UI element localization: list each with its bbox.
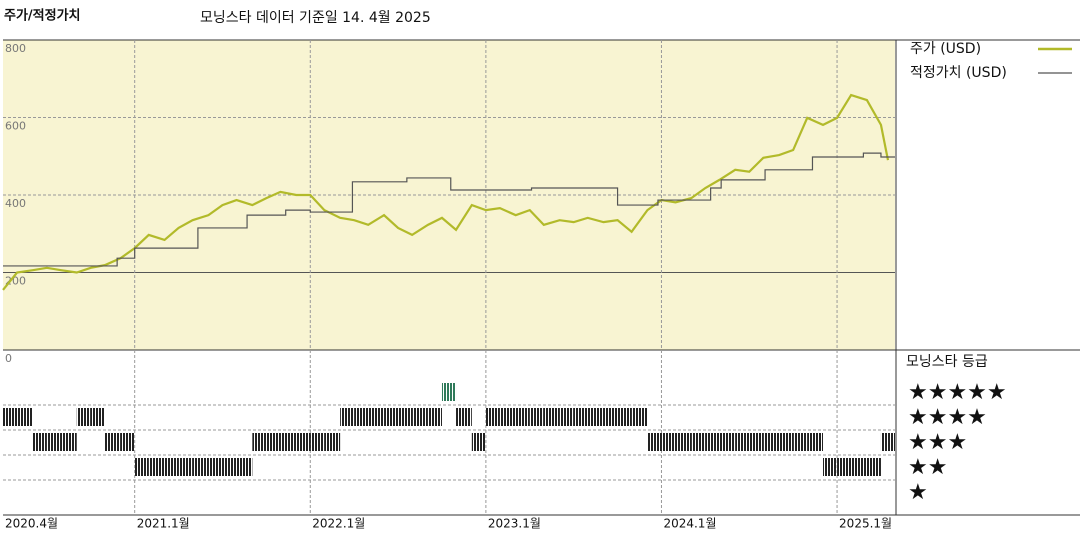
x-tick-label: 2020.4월 xyxy=(5,517,58,531)
rating-bar xyxy=(573,408,588,426)
rating-bar xyxy=(296,433,311,451)
rating-bar xyxy=(543,408,560,426)
rating-bar xyxy=(3,408,18,426)
rating-bar xyxy=(793,433,808,451)
rating-bar xyxy=(340,408,355,426)
rating-bar xyxy=(236,458,253,476)
chart-title: 주가/적정가치 xyxy=(4,8,81,24)
rating-bar xyxy=(735,433,750,451)
rating-bar xyxy=(32,433,47,451)
y-tick-label: 400 xyxy=(5,197,26,210)
x-tick-label: 2023.1월 xyxy=(488,517,541,531)
rating-bar xyxy=(675,433,692,451)
rating-label: ★★ xyxy=(908,455,947,480)
rating-bar xyxy=(837,458,852,476)
rating-bar xyxy=(46,433,61,451)
rating-bar xyxy=(222,458,237,476)
rating-bar xyxy=(252,433,267,451)
rating-bar xyxy=(807,433,824,451)
rating-bar xyxy=(412,408,428,426)
rating-bar xyxy=(134,458,149,476)
rating-bar xyxy=(763,433,780,451)
y-tick-label: 0 xyxy=(5,352,12,365)
rating-bar xyxy=(148,458,165,476)
rating-bar xyxy=(823,458,838,476)
ratings-title: 모닝스타 등급 xyxy=(906,354,988,370)
rating-bar xyxy=(178,458,193,476)
rating-bar xyxy=(76,408,91,426)
rating-bar xyxy=(749,433,764,451)
rating-bar xyxy=(559,408,574,426)
rating-label: ★ xyxy=(908,480,928,505)
rating-bar xyxy=(120,433,135,451)
rating-bar xyxy=(647,433,662,451)
chart-subtitle: 모닝스타 데이터 기준일 14. 4월 2025 xyxy=(200,10,431,26)
rating-bar xyxy=(515,408,530,426)
legend-label: 적정가치 (USD) xyxy=(910,65,1007,81)
y-tick-label: 600 xyxy=(5,120,26,133)
x-tick-label: 2024.1월 xyxy=(663,517,716,531)
rating-bar xyxy=(880,433,895,451)
rating-bar xyxy=(529,408,544,426)
rating-bar xyxy=(499,408,516,426)
y-tick-label: 800 xyxy=(5,42,26,55)
series-line xyxy=(3,152,895,267)
rating-bar xyxy=(164,458,179,476)
rating-bar xyxy=(60,433,77,451)
rating-bar xyxy=(719,433,736,451)
rating-bar xyxy=(471,433,486,451)
rating-bar xyxy=(705,433,720,451)
rating-bar xyxy=(398,408,413,426)
rating-bar xyxy=(17,408,33,426)
rating-bar xyxy=(691,433,706,451)
rating-bar xyxy=(603,408,618,426)
legend-label: 주가 (USD) xyxy=(910,41,981,57)
rating-bar xyxy=(485,408,500,426)
rating-bar xyxy=(90,408,105,426)
y-tick-label: 200 xyxy=(5,275,26,288)
rating-bar xyxy=(324,433,341,451)
rating-label: ★★★★★ xyxy=(908,380,1007,405)
rating-bar xyxy=(310,433,325,451)
rating-bar xyxy=(441,383,457,401)
rating-label: ★★★ xyxy=(908,430,967,455)
x-tick-label: 2022.1월 xyxy=(312,517,365,531)
rating-bar xyxy=(104,433,121,451)
rating-bar xyxy=(617,408,632,426)
rating-label: ★★★★ xyxy=(908,405,987,430)
rating-bar xyxy=(427,408,442,426)
rating-bar xyxy=(368,408,385,426)
x-tick-label: 2025.1월 xyxy=(839,517,892,531)
rating-bar xyxy=(266,433,281,451)
rating-bar xyxy=(631,408,648,426)
rating-bar xyxy=(192,458,209,476)
x-tick-label: 2021.1월 xyxy=(137,517,190,531)
rating-bar xyxy=(851,458,867,476)
rating-bar xyxy=(208,458,223,476)
rating-bar xyxy=(456,408,472,426)
rating-bar xyxy=(661,433,676,451)
series-line xyxy=(2,93,890,291)
rating-bar xyxy=(779,433,794,451)
rating-bar xyxy=(280,433,297,451)
rating-bar xyxy=(384,408,399,426)
rating-bar xyxy=(354,408,369,426)
rating-bar xyxy=(866,458,881,476)
rating-bar xyxy=(587,408,604,426)
layer: 0 200 400 600 800 2020.4월 2021.1월 2022.1월 2023.1… xyxy=(2,40,1072,531)
